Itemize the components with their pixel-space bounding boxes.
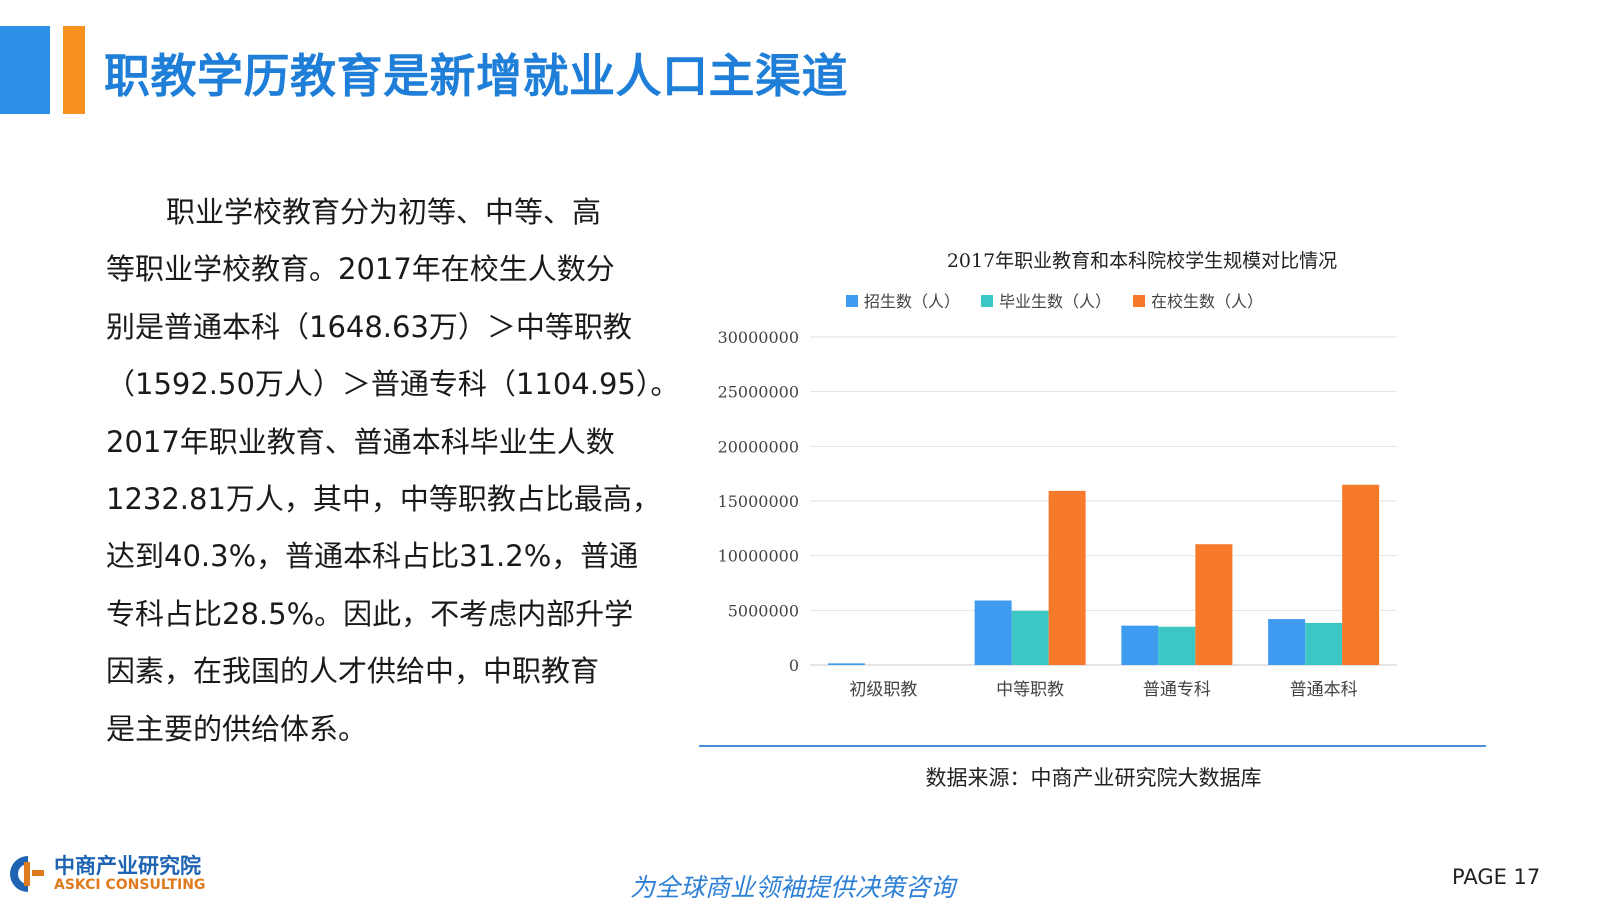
body-line: 1232.81万人，其中，中等职教占比最高， [106,482,661,517]
logo-text-cn: 中商产业研究院 [54,854,201,878]
bar [1048,490,1086,665]
body-line: 专科占比28.5%。因此，不考虑内部升学 [106,596,634,631]
body-line: 达到40.3%，普通本科占比31.2%，普通 [106,539,639,574]
y-tick-label: 25000000 [718,383,799,402]
bar [1195,544,1233,665]
header-accent-blue [0,26,50,114]
page-title: 职教学历教育是新增就业人口主渠道 [104,49,848,103]
page-number: PAGE 17 [1452,865,1541,889]
x-tick-label: 普通专科 [1143,680,1211,700]
logo-mark-icon [10,856,44,892]
legend-swatch [981,295,993,307]
bar [827,663,865,665]
y-tick-label: 30000000 [718,328,799,347]
chart-title: 2017年职业教育和本科院校学生规模对比情况 [947,250,1337,272]
body-line: 是主要的供给体系。 [106,711,368,746]
legend-label: 在校生数（人） [1151,292,1263,311]
y-tick-label: 10000000 [718,547,799,566]
x-tick-label: 普通本科 [1290,680,1358,700]
x-tick-label: 初级职教 [849,680,917,700]
bar [974,600,1012,665]
bar [1011,610,1049,665]
bar [1305,622,1343,665]
y-tick-label: 5000000 [728,601,799,620]
legend-label: 招生数（人） [864,292,960,311]
body-line: 2017年职业教育、普通本科毕业生人数 [106,424,615,459]
body-paragraph: 职业学校教育分为初等、中等、高 等职业学校教育。2017年在校生人数分 别是普通… [106,184,686,758]
legend-label: 毕业生数（人） [999,292,1111,311]
data-source: 数据来源：中商产业研究院大数据库 [925,766,1262,790]
y-tick-label: 20000000 [718,437,799,456]
body-line: 别是普通本科（1648.63万）＞中等职教 [106,309,632,344]
footer-slogan: 为全球商业领袖提供决策咨询 [630,873,956,902]
body-line: 等职业学校教育。2017年在校生人数分 [106,252,615,287]
header-accent-orange [63,26,85,114]
y-tick-label: 0 [789,656,799,675]
logo-text-en: ASKCI CONSULTING [54,877,206,893]
y-tick-label: 15000000 [718,492,799,511]
bar [1158,626,1196,665]
legend-swatch [846,295,858,307]
company-logo: 中商产业研究院 ASKCI CONSULTING [6,850,226,898]
bar [1121,625,1159,665]
legend-swatch [1133,295,1145,307]
chart-divider [699,745,1486,747]
body-line: （1592.50万人）＞普通专科（1104.95）。 [106,367,680,402]
x-tick-label: 中等职教 [996,680,1064,700]
bar [1268,619,1306,665]
body-line: 职业学校教育分为初等、中等、高 [166,195,602,229]
body-line: 因素，在我国的人才供给中，中职教育 [106,654,600,689]
bar [1342,484,1380,665]
